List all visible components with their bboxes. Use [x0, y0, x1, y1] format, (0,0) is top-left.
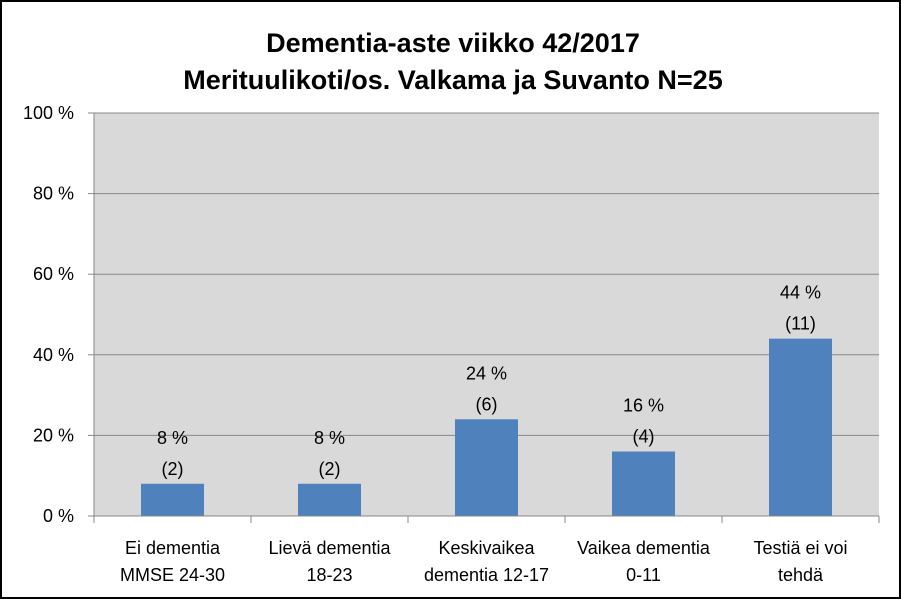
- data-labels: 8 % (2) 8 % (2) 24 % (6) 16 % (4) 44 % (11): [157, 283, 821, 479]
- y-axis-ticks: 0 % 20 % 40 % 60 % 80 % 100 %: [23, 103, 94, 526]
- bar: [612, 451, 675, 516]
- data-label: 8 % (2): [157, 428, 188, 479]
- category-label: Testiä ei voi tehdä: [753, 538, 847, 585]
- data-label: 16 % (4): [623, 396, 664, 447]
- category-label: Lievä dementia 18-23: [268, 538, 391, 585]
- axes: [93, 113, 880, 523]
- y-tick-label: 100 %: [23, 103, 74, 123]
- data-label: 8 % (2): [314, 428, 345, 479]
- category-label-line: 0-11: [626, 565, 661, 585]
- y-tick-label: 20 %: [33, 425, 74, 445]
- gridlines: [94, 112, 879, 436]
- data-label-line: (2): [319, 459, 341, 479]
- chart-title-line-1: Dementia-aste viikko 42/2017: [266, 28, 640, 58]
- data-label-line: (6): [476, 394, 498, 414]
- data-label: 44 % (11): [780, 283, 821, 334]
- bar: [298, 483, 361, 516]
- category-label-line: dementia 12-17: [424, 565, 549, 585]
- data-label-line: 24 %: [466, 363, 507, 383]
- bar: [455, 419, 518, 516]
- data-label-line: 8 %: [157, 428, 188, 448]
- y-tick-label: 60 %: [33, 264, 74, 284]
- data-label-line: 16 %: [623, 396, 664, 416]
- data-label: 24 % (6): [466, 363, 507, 414]
- bars: [141, 338, 832, 516]
- category-label-line: Testiä ei voi: [753, 538, 847, 558]
- data-label-line: 44 %: [780, 283, 821, 303]
- y-tick-label: 80 %: [33, 184, 74, 204]
- bar: [769, 338, 832, 516]
- data-label-line: (11): [785, 314, 816, 334]
- y-tick-label: 40 %: [33, 345, 74, 365]
- y-tick-label: 0 %: [43, 506, 74, 526]
- category-label-line: 18-23: [306, 565, 352, 585]
- category-label-line: tehdä: [778, 565, 824, 585]
- category-label-line: Keskivaikea: [438, 538, 535, 558]
- data-label-line: (4): [633, 427, 655, 447]
- category-label-line: Lievä dementia: [268, 538, 391, 558]
- bar: [141, 483, 204, 516]
- category-label-line: MMSE 24-30: [120, 565, 225, 585]
- data-label-line: 8 %: [314, 428, 345, 448]
- data-label-line: (2): [162, 459, 184, 479]
- category-label: Ei dementia MMSE 24-30: [120, 538, 225, 585]
- category-label-line: Ei dementia: [125, 538, 221, 558]
- x-axis-categories: Ei dementia MMSE 24-30 Lievä dementia 18-23…: [120, 538, 848, 585]
- category-label-line: Vaikea dementia: [577, 538, 711, 558]
- category-label: Vaikea dementia 0-11: [577, 538, 711, 585]
- chart-title-line-2: Merituulikoti/os. Valkama ja Suvanto N=2…: [183, 65, 722, 95]
- category-label: Keskivaikea dementia 12-17: [424, 538, 549, 585]
